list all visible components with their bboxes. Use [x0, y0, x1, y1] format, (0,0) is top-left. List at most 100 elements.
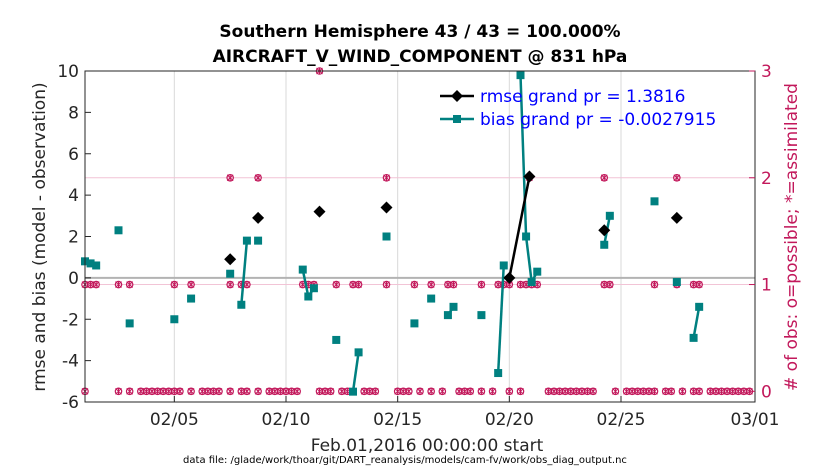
obs-count-marker [695, 387, 703, 396]
obs-count-marker [382, 280, 391, 289]
obs-assimilated-star [673, 174, 681, 182]
obs-count-marker [187, 387, 195, 396]
obs-assimilated-star [628, 387, 636, 395]
obs-count-marker [740, 387, 748, 396]
obs-count-marker [583, 387, 592, 396]
obs-count-marker [265, 387, 274, 396]
obs-assimilated-star [556, 387, 563, 395]
bias-point [382, 232, 391, 241]
obs-assimilated-star [606, 281, 614, 289]
bias-point [689, 333, 698, 342]
bias-point [187, 294, 196, 303]
obs-assimilated-star [254, 174, 262, 182]
obs-assimilated-star [567, 387, 575, 395]
obs-count-marker [566, 387, 575, 396]
rmse-point [598, 224, 611, 237]
obs-count-marker [332, 280, 341, 289]
rmse-point [252, 211, 265, 224]
obs-count-marker [209, 387, 218, 396]
obs-count-marker [455, 387, 463, 396]
rmse-point [523, 170, 536, 183]
obs-assimilated-star [92, 281, 100, 289]
bias-point [427, 294, 436, 303]
y-tick-label: 8 [68, 103, 79, 123]
obs-count-marker [706, 387, 715, 396]
obs-assimilated-star [126, 387, 134, 395]
legend-bias-marker [453, 115, 461, 123]
x-tick-label: 03/01 [731, 410, 780, 430]
obs-assimilated-star [226, 387, 234, 395]
obs-count-marker [254, 173, 262, 182]
obs-assimilated-star [444, 281, 452, 289]
obs-assimilated-star [589, 387, 597, 395]
obs-assimilated-star [645, 387, 653, 395]
y-right-tick-label: 0 [761, 382, 772, 402]
obs-count-marker [505, 387, 514, 396]
obs-count-marker [287, 387, 296, 396]
obs-assimilated-star [706, 387, 714, 395]
x-tick-label: 02/15 [373, 410, 422, 430]
rmse-point [503, 271, 516, 284]
obs-assimilated-star [438, 387, 446, 395]
obs-count-marker [148, 387, 156, 396]
footer-data-file: data file: /glade/work/thoar/git/DART_re… [183, 455, 627, 466]
obs-assimilated-star [600, 281, 608, 289]
legend-rmse-marker [451, 90, 463, 102]
obs-count-marker [349, 280, 357, 289]
obs-assimilated-star [371, 387, 379, 395]
data-layer [81, 67, 754, 396]
obs-count-marker [488, 387, 497, 396]
obs-count-marker [712, 387, 720, 396]
obs-assimilated-star [115, 281, 122, 289]
obs-count-marker [438, 387, 447, 396]
rmse-point [313, 205, 326, 218]
y-tick-label: 10 [57, 62, 79, 82]
obs-assimilated-star [634, 387, 642, 395]
obs-count-marker [187, 280, 195, 289]
obs-assimilated-star [126, 281, 134, 289]
obs-assimilated-star [517, 387, 524, 395]
x-tick-label: 02/20 [485, 410, 534, 430]
obs-count-marker [338, 387, 346, 396]
obs-count-marker [673, 173, 681, 182]
obs-count-marker [723, 387, 731, 396]
rmse-line-segment [508, 176, 531, 279]
obs-assimilated-star [651, 281, 658, 289]
obs-count-marker [667, 387, 676, 396]
obs-assimilated-star [550, 387, 558, 395]
obs-count-marker [600, 280, 609, 289]
rmse-point [670, 211, 683, 224]
bias-point [477, 311, 486, 320]
grid-layer [85, 71, 755, 402]
obs-count-marker [360, 387, 368, 396]
obs-count-marker [600, 173, 609, 182]
bias-point [170, 315, 179, 324]
obs-assimilated-star [695, 281, 703, 289]
obs-assimilated-star [159, 387, 167, 395]
obs-assimilated-star [360, 387, 368, 395]
obs-count-marker [114, 280, 123, 289]
obs-assimilated-star [293, 387, 301, 395]
x-tick-label: 02/05 [150, 410, 199, 430]
obs-assimilated-star [405, 387, 413, 395]
x-axis-label: Feb.01,2016 00:00:00 start [311, 436, 544, 456]
obs-count-marker [254, 387, 262, 396]
obs-assimilated-star [165, 387, 173, 395]
bias-point [494, 369, 503, 378]
obs-count-marker [622, 387, 631, 396]
obs-count-marker [382, 173, 391, 182]
bias-point [354, 348, 363, 357]
obs-count-marker [695, 280, 703, 289]
obs-count-marker [198, 387, 207, 396]
obs-count-marker [650, 280, 659, 289]
obs-assimilated-star [662, 387, 670, 395]
obs-assimilated-star [237, 387, 245, 395]
obs-count-marker [282, 387, 290, 396]
obs-count-marker [427, 387, 435, 396]
obs-assimilated-star [718, 387, 725, 395]
legend: rmse grand pr = 1.3816 bias grand pr = -… [440, 87, 716, 130]
chart-subtitle: AIRCRAFT_V_WIND_COMPONENT @ 831 hPa [213, 47, 628, 67]
obs-count-marker [271, 387, 279, 396]
obs-assimilated-star [723, 387, 731, 395]
